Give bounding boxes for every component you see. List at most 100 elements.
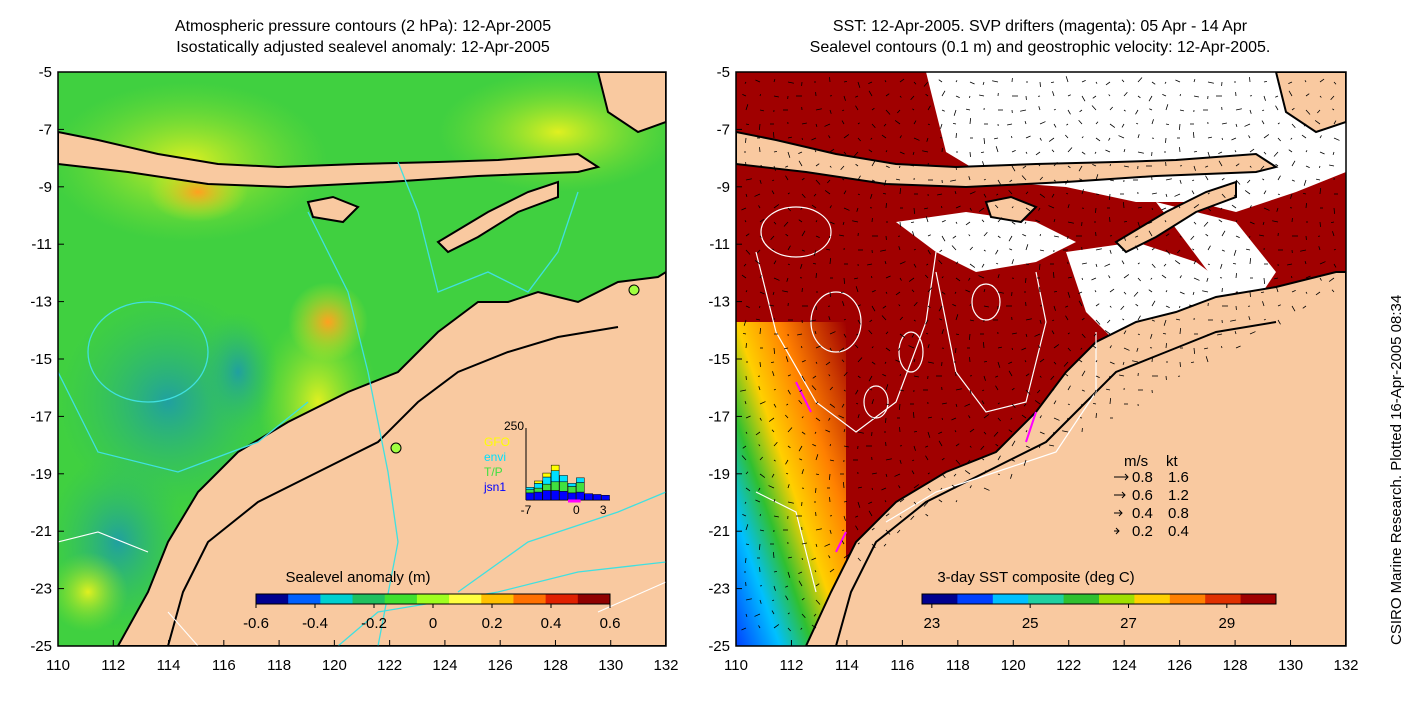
right-lon-tick-label: 124 [1112, 657, 1137, 674]
inset-legend-0: GFO [484, 435, 510, 449]
right-title: SST: 12-Apr-2005. SVP drifters (magenta)… [735, 16, 1345, 58]
colorbar-tick-label: -0.2 [361, 615, 387, 632]
right-colorbar: 23 25 27 29 [921, 593, 1277, 632]
inset-bar [534, 480, 543, 484]
left-lat-tick-label: -15 [30, 351, 52, 368]
inset-x-tick: 0 [573, 503, 580, 517]
right-lat-tick-label: -11 [709, 236, 730, 253]
right-lon-tick-label: 126 [1167, 657, 1192, 674]
inset-x-tick: 3 [600, 503, 607, 517]
inset-bar [542, 472, 551, 478]
colorbar-tick-label: 29 [1218, 615, 1235, 632]
new-guinea-land [596, 72, 666, 134]
left-colorbar: -0.6 -0.4 -0.2 0 0.2 0.4 0.6 [243, 593, 621, 632]
colorbar-tick-label: -0.6 [243, 615, 269, 632]
left-lon-tick-label: 116 [212, 657, 236, 674]
left-lat-tick-label: -9 [39, 179, 52, 196]
inset-max-label: 250 [504, 419, 524, 433]
inset-bar [576, 477, 585, 483]
right-lon-tick-label: 116 [890, 657, 914, 674]
australia-land [116, 270, 666, 646]
speed-ms-value: 0.4 [1132, 505, 1153, 522]
geostrophic-velocity-field [740, 76, 1340, 632]
colorbar-tick-label: 0.6 [600, 615, 621, 632]
left-lon-tick-label: 110 [46, 657, 70, 674]
left-lat-tick-label: -23 [30, 581, 52, 598]
colorbar-tick-label: 23 [923, 615, 940, 632]
right-lat-tick-label: -17 [708, 408, 730, 425]
java-islands-sst [736, 130, 1279, 189]
inset-bar [525, 487, 535, 490]
sumba-island [306, 195, 360, 224]
left-lon-tick-label: 130 [598, 657, 623, 674]
speed-legend: m/s kt 0.8 1.60.6 1.20.4 0.80.2 0.4 [1114, 453, 1189, 540]
right-title-line1: SST: 12-Apr-2005. SVP drifters (magenta)… [832, 18, 1248, 35]
left-lat-tick-label: -17 [30, 408, 52, 425]
left-lat-tick-label: -11 [31, 236, 52, 253]
colorbar-tick-label: 0.4 [541, 615, 562, 632]
right-lon-tick-label: 118 [946, 657, 970, 674]
inset-legend-1: envi [484, 450, 506, 464]
right-lat-tick-label: -25 [708, 638, 730, 655]
left-lon-tick-label: 126 [488, 657, 513, 674]
right-lon-tick-label: 132 [1333, 657, 1358, 674]
right-title-line2: Sealevel contours (0.1 m) and geostrophi… [809, 39, 1271, 56]
right-lon-tick-label: 110 [724, 657, 748, 674]
left-title-line2: Isostatically adjusted sealevel anomaly:… [176, 39, 550, 56]
speed-kt-value: 0.4 [1168, 523, 1189, 540]
new-guinea-land-sst [1274, 72, 1346, 134]
left-map-frame [57, 71, 667, 647]
speed-legend-header-ms: m/s [1124, 453, 1148, 470]
left-lon-tick-label: 112 [101, 657, 125, 674]
left-lon-tick-label: 118 [267, 657, 291, 674]
speed-ms-value: 0.6 [1132, 487, 1153, 504]
left-title-line1: Atmospheric pressure contours (2 hPa): 1… [174, 18, 552, 35]
colorbar-tick-label: 25 [1022, 615, 1039, 632]
right-lon-tick-label: 122 [1056, 657, 1081, 674]
right-map-frame [735, 71, 1347, 647]
right-lat-tick-label: -7 [717, 121, 730, 138]
speed-kt-value: 0.8 [1168, 505, 1189, 522]
timor-island [436, 180, 559, 254]
right-lat-tick-label: -5 [717, 64, 730, 81]
right-lat-tick-label: -13 [708, 294, 730, 311]
credit-text: CSIRO Marine Research. Plotted 16-Apr-20… [1388, 294, 1405, 645]
left-colorbar-label: Sealevel anomaly (m) [285, 569, 430, 586]
colorbar-tick-label: -0.4 [302, 615, 328, 632]
speed-ms-value: 0.2 [1132, 523, 1153, 540]
right-lat-tick-label: -9 [717, 179, 730, 196]
left-lat-tick-label: -19 [30, 466, 52, 483]
inset-bar [550, 464, 560, 471]
colorbar-tick-label: 0 [429, 615, 437, 632]
speed-kt-value: 1.6 [1168, 469, 1189, 486]
left-title: Atmospheric pressure contours (2 hPa): 1… [58, 16, 668, 58]
left-lon-tick-label: 122 [377, 657, 402, 674]
colorbar-tick-label: 0.2 [482, 615, 503, 632]
speed-legend-header-kt: kt [1166, 453, 1179, 470]
speed-kt-value: 1.2 [1168, 487, 1189, 504]
left-lon-tick-label: 132 [653, 657, 678, 674]
speed-ms-value: 0.8 [1132, 469, 1153, 486]
java-islands [58, 130, 601, 189]
inset-legend-3: jsn1 [483, 480, 506, 494]
left-lon-tick-label: 128 [543, 657, 568, 674]
right-lat-tick-label: -21 [708, 523, 730, 540]
inset-bar [592, 494, 602, 501]
left-lon-tick-label: 120 [322, 657, 347, 674]
right-lon-tick-label: 112 [779, 657, 803, 674]
left-lat-tick-label: -5 [39, 64, 52, 81]
right-map-panel: m/s kt 0.8 1.60.6 1.20.4 0.80.2 0.4 3-day SS… [736, 72, 1346, 646]
left-lat-tick-label: -13 [30, 294, 52, 311]
left-lat-tick-label: -25 [30, 638, 52, 655]
left-lon-tick-label: 124 [432, 657, 457, 674]
right-lat-tick-label: -15 [708, 351, 730, 368]
inset-bar [567, 483, 577, 487]
right-colorbar-label: 3-day SST composite (deg C) [937, 569, 1134, 586]
right-lon-tick-label: 128 [1223, 657, 1248, 674]
right-lon-tick-label: 130 [1278, 657, 1303, 674]
colorbar-tick-label: 27 [1120, 615, 1137, 632]
right-lon-tick-label: 114 [835, 657, 859, 674]
left-lat-tick-label: -21 [30, 523, 52, 540]
